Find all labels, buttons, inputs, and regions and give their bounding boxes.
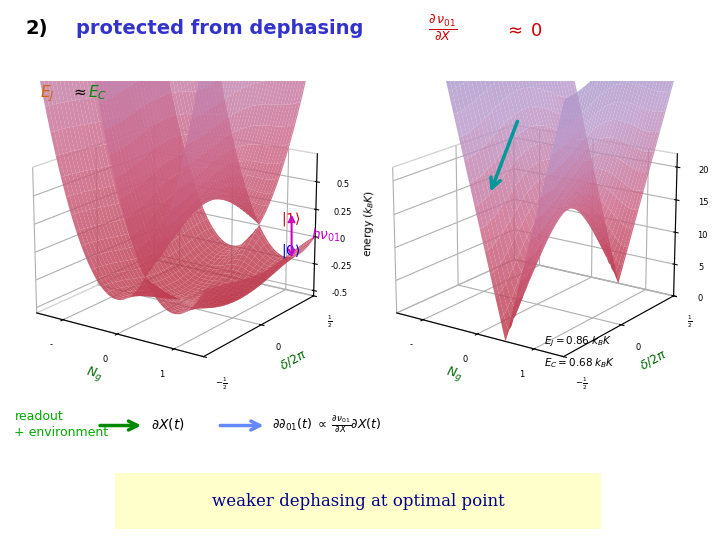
Text: $|1\rangle$: $|1\rangle$ <box>281 210 300 228</box>
Text: $E_J$: $E_J$ <box>40 84 54 104</box>
Text: protected from dephasing: protected from dephasing <box>76 19 363 38</box>
Text: $E_C{=}0.68\;k_BK$: $E_C{=}0.68\;k_BK$ <box>544 356 615 370</box>
Y-axis label: $\delta/2\pi$: $\delta/2\pi$ <box>637 347 670 373</box>
Text: $\frac{\partial\,\nu_{01}}{\partial X}$: $\frac{\partial\,\nu_{01}}{\partial X}$ <box>428 14 458 43</box>
Text: weaker dephasing at optimal point: weaker dephasing at optimal point <box>212 492 505 510</box>
Text: $\partial X(t)$: $\partial X(t)$ <box>151 416 185 433</box>
Text: 2): 2) <box>25 19 48 38</box>
Text: $\partial\partial_{01}(t)\;\propto\;\frac{\partial\nu_{01}}{\partial X}\partial : $\partial\partial_{01}(t)\;\propto\;\fra… <box>272 414 382 435</box>
Text: $\approx$: $\approx$ <box>71 84 86 99</box>
Text: $\approx\;0$: $\approx\;0$ <box>504 22 543 39</box>
Text: $|0\rangle$: $|0\rangle$ <box>281 242 300 260</box>
Text: $E_C$: $E_C$ <box>88 84 107 103</box>
Text: $h\nu_{01}$: $h\nu_{01}$ <box>311 226 341 244</box>
Text: $E_J{=}0.86\;k_BK$: $E_J{=}0.86\;k_BK$ <box>544 335 612 349</box>
Text: readout
+ environment: readout + environment <box>14 410 109 440</box>
X-axis label: $N_g$: $N_g$ <box>84 363 104 384</box>
X-axis label: $N_g$: $N_g$ <box>444 363 464 384</box>
Y-axis label: $\delta/2\pi$: $\delta/2\pi$ <box>277 347 310 373</box>
FancyBboxPatch shape <box>115 472 601 529</box>
